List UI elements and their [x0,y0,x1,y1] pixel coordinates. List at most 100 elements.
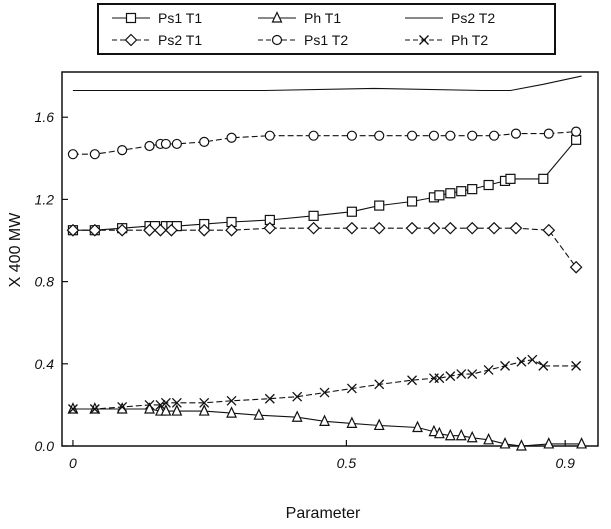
data-point [319,387,330,398]
data-point [406,196,418,207]
data-point [263,221,277,235]
data-point [155,399,166,410]
data-point [500,360,510,371]
data-point [538,173,549,184]
data-point [456,186,467,197]
data-point [264,393,275,404]
legend: Ps1 T1 Ph T1 Ps2 T2 Ps2 T1 Ps1 T2 Ph T2 [97,3,556,55]
data-point [467,369,478,380]
data-point [171,138,182,150]
data-point [226,406,237,418]
data-point [428,130,440,141]
legend-marker [419,35,429,45]
data-point [308,130,319,141]
data-point [467,130,478,141]
data-point [455,428,467,441]
data-point [374,130,385,141]
data-point [319,414,330,426]
series-line [72,131,577,155]
data-point [373,418,385,431]
data-point [346,130,357,141]
legend-item: Ps2 T2 [405,10,495,26]
data-point [144,399,155,410]
legend-item: Ps2 T1 [112,32,202,48]
data-point [67,149,79,160]
data-point [527,354,538,365]
x-tick-label: 0.9 [555,455,575,471]
legend-label: Ph T1 [304,10,341,26]
data-point [307,221,320,235]
data-point [407,375,418,386]
legend-marker [125,12,137,24]
data-point [253,408,265,420]
data-point [264,130,275,141]
x-tick-label: 0 [69,455,77,471]
data-point [499,437,511,449]
data-point [443,221,457,235]
data-point [569,260,583,274]
data-point [434,373,445,384]
legend-item: Ph T1 [258,10,341,26]
data-point [456,369,467,380]
series-0 [67,134,582,236]
y-tick-label: 1.6 [35,109,55,125]
x-axis-title: Parameter [286,505,361,522]
data-point [576,437,588,449]
legend-item: Ph T2 [405,32,488,48]
data-point [165,223,178,237]
data-point [542,223,556,237]
data-point [160,138,172,150]
legend-marker [271,11,283,23]
data-point [505,173,516,184]
y-tick-label: 0.4 [35,356,55,372]
legend-label: Ps2 T1 [158,32,202,48]
data-point [372,221,386,235]
data-point [466,430,478,443]
data-point [171,397,182,408]
data-point [117,401,128,412]
data-point [445,188,456,199]
data-point [345,221,359,235]
data-point [308,210,319,221]
data-point [543,437,555,449]
y-tick-label: 1.2 [35,191,55,207]
data-point [291,410,303,422]
x-axis-ticks: 0 0.5 0.9 [69,440,575,471]
legend-label: Ps2 T2 [451,10,495,26]
data-point [465,221,479,235]
data-point [434,190,445,201]
data-point [571,126,582,137]
data-point [88,223,102,237]
data-point [171,404,183,416]
data-point [226,395,237,406]
data-point [197,223,211,237]
data-point [467,184,478,195]
legend-label: Ps1 T2 [304,32,348,48]
plot-area [61,71,599,447]
data-point [428,424,440,437]
data-point [483,365,494,375]
series-line [72,359,577,410]
data-point [115,223,129,237]
data-point [144,140,155,152]
series-4 [67,126,582,160]
legend-marker [271,34,283,46]
data-point [516,356,527,367]
data-point [374,379,385,390]
data-point [67,404,78,414]
series-1 [67,402,588,451]
series-3 [66,221,583,274]
data-point [412,420,423,433]
data-point [117,144,128,156]
legend-item: Ps1 T1 [112,10,202,26]
data-point [406,130,418,141]
data-point [571,360,582,371]
y-axis-title: X 400 MW [7,212,24,288]
data-point [199,397,210,408]
series-2 [72,75,582,92]
data-point [66,223,80,237]
data-point [445,130,456,141]
data-point [510,128,522,139]
y-tick-label: 0.8 [35,274,55,290]
